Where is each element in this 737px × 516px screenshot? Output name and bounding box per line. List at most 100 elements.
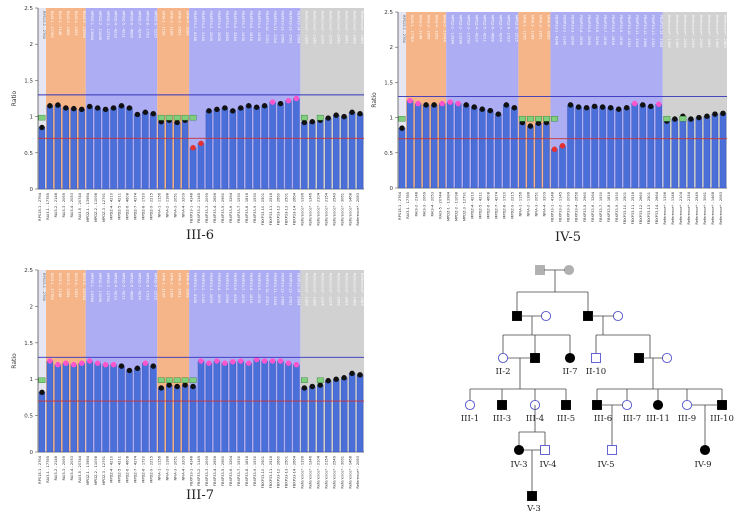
probe-tick-label: FBXP33-10 - 2501 (623, 192, 627, 224)
reference-marker (38, 377, 46, 383)
probe-band-label: RAI3-1 - 17785 (50, 273, 54, 300)
probe-band-label: RAI3-5 - 20744 (82, 11, 86, 38)
probe-band-label: Reference* - 2104 (320, 11, 324, 44)
probe-tick-label: FBXP33-7 - 1930 (237, 455, 241, 486)
probe-tick-label: RAI3-1 - 17785 (46, 193, 50, 220)
bar-cap-point (253, 104, 260, 110)
bar (269, 360, 276, 453)
y-tick-label: 2.5 (24, 6, 33, 12)
bar (78, 363, 85, 453)
reference-marker (157, 377, 165, 383)
chart-panel-III-6: 0 0.5 1 1.5 2 2.5 Ratio RPS15-1 - 2764 RPS15-1 -… (11, 6, 364, 226)
bar (245, 363, 252, 453)
affected-male-symbol (512, 311, 522, 321)
bar (269, 101, 276, 190)
male-symbol (591, 353, 601, 363)
bar-cap-point (599, 104, 606, 110)
probe-tick-label: Reference* - 1346 (671, 191, 675, 224)
probe-band-label: MPDZ-8 - 1720 (507, 15, 511, 42)
bar-cap-point (63, 360, 69, 366)
female-deceased-symbol (563, 264, 575, 276)
probe-band-label: FBXP33-7 - 1930 (241, 273, 245, 304)
probe-tick-label: Reference* - 1468 (711, 191, 715, 224)
probe-band-label: FBXP33-6 - 3264 (595, 15, 599, 46)
bar-cap-point (567, 102, 574, 108)
probe-band-label: RAI3-1 - 17785 (410, 15, 414, 42)
bar (398, 128, 406, 189)
affected-male-symbol (527, 491, 537, 501)
probe-tick-label: MPDZ-1 - 13984 (86, 192, 90, 222)
probe-tick-label: NFIA-1 - 1156 (157, 192, 161, 217)
bar-cap-point (712, 111, 718, 117)
affected-male-symbol (592, 400, 602, 410)
bar (356, 374, 364, 453)
bar (134, 114, 141, 190)
probe-tick-label: FBXP33-5 - 2960 (221, 455, 225, 486)
probe-band-label: NFIA-4 - 3209 (185, 273, 189, 298)
bar (495, 113, 502, 189)
bar-cap-point (559, 143, 566, 149)
bar (126, 370, 133, 453)
bar (623, 107, 630, 189)
bar (181, 384, 189, 453)
probe-band-label: RPS15-1 - 2764 (402, 15, 406, 44)
bar (340, 116, 348, 190)
bar (118, 365, 125, 453)
bar-cap-point (94, 105, 101, 111)
bar-cap-point (190, 383, 196, 390)
y-tick-label: 1.5 (384, 80, 393, 86)
probe-band-label: RPS15-1 - 2764 (42, 273, 46, 302)
probe-tick-label: RAI3-3 - 2069 (422, 191, 426, 216)
bar (535, 123, 542, 189)
bar (301, 387, 308, 453)
bar-cap-point (102, 361, 109, 368)
probe-tick-label: NFIA-4 - 3209 (543, 191, 547, 216)
bar-cap-point (285, 360, 292, 366)
probe-band-label: MPDZ-9 - 2215 (153, 273, 157, 300)
probe-tick-label: MPDZ-8 - 1720 (142, 192, 146, 219)
probe-tick-label: Reference* - 2083 (356, 193, 360, 226)
probe-tick-label: FBXP33-12 - 2660 (277, 455, 281, 488)
caption-iv-5: IV-5 (555, 230, 581, 245)
y-tick-label: 2 (390, 45, 394, 51)
probe-band-label: MPDZ-8 - 1720 (146, 11, 150, 38)
probe-band-label: MPDZ-1 - 13984 (450, 15, 454, 45)
bar-cap-point (174, 383, 180, 390)
probe-band-label: FBXP33-7 - 1930 (603, 15, 607, 46)
probe-tick-label: Reference* - 3061 (703, 192, 707, 225)
bar (253, 359, 260, 453)
probe-tick-label: FBXP33-4 - 2656 (575, 191, 579, 222)
bar (110, 107, 117, 190)
region-band (398, 12, 407, 188)
probe-tick-label: NFIA-1 - 1156 (157, 455, 161, 480)
probe-tick-label: MPDZ-5 - 4211 (118, 193, 122, 220)
bar-cap-point (134, 111, 141, 118)
reference-marker (189, 377, 197, 383)
y-tick-label: 0.5 (24, 414, 33, 420)
probe-tick-label: FBXP33-3 - 2099 (205, 192, 209, 223)
bar (197, 143, 205, 190)
probe-band-label: FBXP33-6 - 3264 (233, 11, 237, 42)
bar-cap-point (447, 99, 453, 105)
bar (142, 363, 149, 453)
probe-band-label: FBXP33-9 - 1930 (257, 273, 261, 304)
probe-tick-label: Reference* - 2154 (687, 191, 691, 224)
probe-band-label: FBXP33-4 - 2656 (579, 15, 583, 46)
reference-marker (398, 115, 406, 122)
bar (332, 115, 340, 190)
bar-cap-point (63, 105, 69, 111)
probe-band-label: MPDZ-6 - 4608 (490, 15, 494, 42)
bar (559, 145, 566, 189)
bar-cap-point (86, 103, 93, 110)
bar (356, 113, 364, 190)
bar (277, 103, 284, 190)
probe-band-label: FBXP33-5 - 2960 (225, 273, 229, 304)
affected-female-symbol (513, 444, 525, 456)
pedigree-label: III-9 (678, 414, 696, 424)
bar (463, 104, 470, 189)
probe-band-label: FBXP33-4 - 2656 (217, 11, 221, 42)
bar-cap-point (126, 367, 133, 374)
bar (173, 122, 181, 190)
